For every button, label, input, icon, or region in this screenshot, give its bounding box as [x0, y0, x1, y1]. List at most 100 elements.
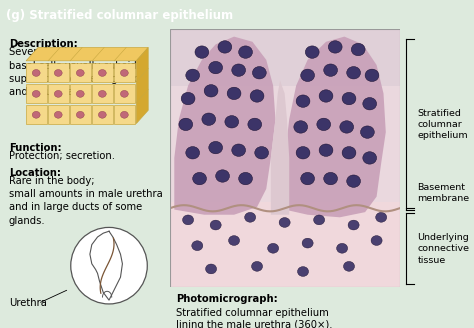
Ellipse shape: [76, 91, 84, 97]
Ellipse shape: [76, 70, 84, 76]
Ellipse shape: [253, 67, 266, 79]
Ellipse shape: [344, 261, 355, 271]
Bar: [114, 63, 135, 82]
Ellipse shape: [301, 69, 315, 82]
Text: Urethra: Urethra: [9, 298, 46, 308]
Ellipse shape: [186, 147, 200, 159]
Bar: [92, 63, 113, 82]
Ellipse shape: [376, 213, 387, 222]
Bar: [92, 105, 113, 124]
Circle shape: [71, 227, 147, 304]
Text: Underlying
connective
tissue: Underlying connective tissue: [418, 233, 469, 264]
Bar: [114, 105, 135, 124]
Bar: [70, 63, 91, 82]
Ellipse shape: [204, 85, 218, 97]
Ellipse shape: [245, 213, 255, 222]
Ellipse shape: [238, 173, 253, 185]
Bar: [114, 84, 135, 103]
Ellipse shape: [232, 144, 246, 156]
Ellipse shape: [99, 112, 106, 118]
Bar: [70, 84, 91, 103]
Bar: [170, 29, 400, 86]
Bar: [92, 84, 113, 103]
Ellipse shape: [337, 243, 347, 253]
Ellipse shape: [181, 92, 195, 105]
Bar: [48, 105, 69, 124]
Ellipse shape: [55, 112, 62, 118]
Bar: [170, 202, 400, 287]
Ellipse shape: [279, 217, 290, 227]
Ellipse shape: [324, 173, 337, 185]
Ellipse shape: [324, 64, 337, 76]
Polygon shape: [271, 80, 289, 215]
Ellipse shape: [348, 220, 359, 230]
Ellipse shape: [305, 46, 319, 58]
Ellipse shape: [210, 220, 221, 230]
Ellipse shape: [192, 241, 203, 251]
Ellipse shape: [371, 236, 382, 245]
Ellipse shape: [340, 121, 354, 133]
Ellipse shape: [192, 173, 207, 185]
Ellipse shape: [186, 69, 200, 82]
Polygon shape: [174, 37, 275, 215]
Ellipse shape: [250, 90, 264, 102]
Bar: [26, 84, 46, 103]
Ellipse shape: [314, 215, 325, 225]
Ellipse shape: [328, 41, 342, 53]
Ellipse shape: [195, 46, 209, 58]
Ellipse shape: [218, 41, 232, 53]
Ellipse shape: [179, 118, 192, 131]
Text: Function:: Function:: [9, 143, 61, 153]
Text: (g) Stratified columnar epithelium: (g) Stratified columnar epithelium: [6, 9, 233, 22]
Ellipse shape: [298, 267, 309, 277]
Text: Stratified columnar epithelium
lining the male urethra (360×).: Stratified columnar epithelium lining th…: [176, 308, 332, 328]
Ellipse shape: [202, 113, 216, 125]
Ellipse shape: [361, 126, 374, 138]
Ellipse shape: [120, 91, 128, 97]
Ellipse shape: [365, 69, 379, 82]
Ellipse shape: [227, 87, 241, 100]
Ellipse shape: [255, 147, 269, 159]
Polygon shape: [284, 37, 386, 217]
Ellipse shape: [55, 70, 62, 76]
Ellipse shape: [228, 236, 239, 245]
Bar: [48, 63, 69, 82]
Ellipse shape: [302, 238, 313, 248]
Bar: [48, 84, 69, 103]
Ellipse shape: [346, 175, 361, 187]
Ellipse shape: [294, 121, 308, 133]
Ellipse shape: [317, 118, 331, 131]
Ellipse shape: [363, 97, 376, 110]
Ellipse shape: [232, 64, 246, 76]
Ellipse shape: [252, 261, 263, 271]
Ellipse shape: [342, 92, 356, 105]
Text: Stratified
columnar
epithelium: Stratified columnar epithelium: [418, 109, 468, 140]
Ellipse shape: [99, 91, 106, 97]
Ellipse shape: [342, 147, 356, 159]
Ellipse shape: [225, 115, 238, 128]
Bar: [70, 105, 91, 124]
Ellipse shape: [32, 112, 40, 118]
Text: Basement
membrane: Basement membrane: [418, 183, 470, 203]
Text: Location:: Location:: [9, 168, 61, 178]
Ellipse shape: [346, 67, 361, 79]
Ellipse shape: [209, 141, 223, 154]
Text: Description:: Description:: [9, 39, 77, 49]
Ellipse shape: [296, 147, 310, 159]
Ellipse shape: [296, 95, 310, 107]
Ellipse shape: [209, 61, 223, 74]
Ellipse shape: [216, 170, 229, 182]
Ellipse shape: [206, 264, 217, 274]
Ellipse shape: [301, 173, 315, 185]
Bar: [26, 63, 46, 82]
Ellipse shape: [319, 144, 333, 156]
Polygon shape: [137, 48, 148, 124]
Text: Several cell layers;
basal cells usually cuboidal;
superficial cells elongated
a: Several cell layers; basal cells usually…: [9, 48, 149, 97]
Ellipse shape: [99, 70, 106, 76]
Ellipse shape: [120, 112, 128, 118]
Ellipse shape: [32, 91, 40, 97]
Ellipse shape: [351, 43, 365, 56]
Ellipse shape: [182, 215, 193, 225]
Ellipse shape: [120, 70, 128, 76]
Text: Photomicrograph:: Photomicrograph:: [176, 295, 278, 304]
